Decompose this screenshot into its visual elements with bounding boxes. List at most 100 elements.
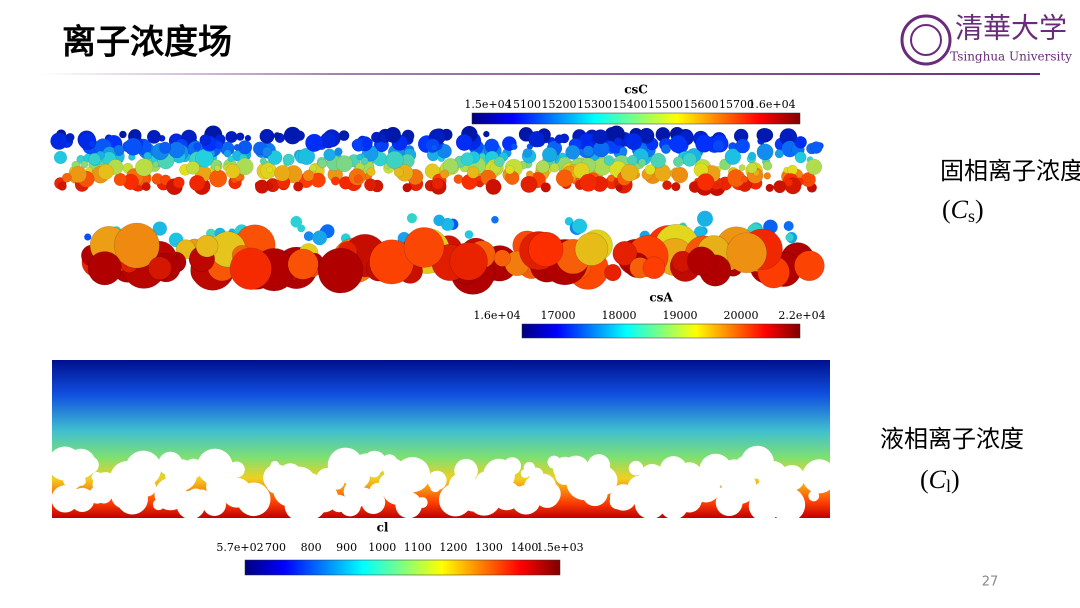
colorbar-tick-label: 1.6e+04 (748, 98, 795, 111)
liquid-particles (47, 445, 837, 522)
particle (384, 126, 402, 143)
colorbar-tick-label: 900 (336, 541, 357, 554)
particle (209, 169, 228, 188)
particle (785, 233, 794, 242)
particle (466, 166, 480, 179)
particle (619, 146, 628, 156)
pore-particle (609, 493, 626, 510)
pore-particle (735, 455, 758, 479)
particle (87, 251, 122, 286)
particle (297, 147, 316, 166)
pore-particle (808, 490, 820, 502)
logo-name: 清華大学 (955, 12, 1067, 45)
particle (282, 153, 295, 166)
colorbar-tick-label: 1.6e+04 (473, 309, 520, 322)
particle (259, 128, 275, 144)
pore-particle (270, 460, 280, 470)
particle (290, 216, 303, 228)
particle (152, 221, 167, 236)
particle (214, 140, 224, 150)
particle (726, 232, 768, 274)
particle (693, 226, 707, 239)
pore-particle (670, 486, 692, 508)
particle (146, 129, 162, 144)
colorbar-tick-label: 17000 (541, 309, 576, 322)
particle (809, 141, 823, 154)
particle (520, 175, 538, 193)
pore-particle (465, 498, 476, 509)
colorbar-tick-label: 1000 (368, 541, 396, 554)
pore-particle (416, 471, 429, 484)
particle (650, 152, 667, 169)
particle (233, 143, 241, 151)
particle (402, 182, 412, 193)
particle (225, 130, 238, 144)
particle (747, 151, 757, 160)
particle (613, 137, 623, 146)
particle (627, 154, 638, 166)
particle (528, 231, 564, 267)
pore-particle (541, 484, 552, 495)
particle (604, 263, 622, 282)
particle (303, 231, 314, 242)
particle (491, 216, 499, 224)
pore-particle (369, 482, 386, 499)
pore-particle (51, 485, 79, 513)
particle (214, 164, 221, 172)
particle (193, 142, 202, 151)
particle (330, 176, 341, 186)
pore-particle (305, 473, 319, 487)
particle (615, 184, 623, 192)
particle (274, 165, 291, 182)
particle (756, 143, 774, 161)
slide-title: 离子浓度场 (62, 23, 232, 63)
particle (554, 134, 565, 144)
particle (364, 178, 377, 192)
particle (549, 162, 560, 173)
particle (442, 158, 459, 174)
particle (783, 221, 794, 231)
particle (254, 179, 270, 194)
particle (686, 246, 717, 276)
colorbar-title: csA (649, 291, 673, 305)
particle (430, 144, 438, 151)
particle (607, 174, 615, 183)
colorbar-tick-label: 18000 (602, 309, 637, 322)
pore-particle (430, 481, 441, 493)
particle (323, 148, 336, 162)
particle (229, 247, 272, 290)
particle (360, 156, 369, 165)
pore-particle (454, 458, 478, 483)
particle (460, 152, 475, 166)
particle (84, 233, 92, 241)
pore-particle (330, 494, 348, 513)
particle (572, 218, 588, 234)
particle (494, 156, 505, 168)
particle (682, 152, 697, 167)
particle (159, 141, 172, 154)
particle (662, 180, 672, 191)
particle (642, 256, 666, 280)
colorbar-tick-label: 2.2e+04 (778, 309, 825, 322)
particle (763, 172, 772, 180)
pore-particle (294, 487, 327, 520)
logo-seal-inner (910, 24, 942, 56)
colorbar (471, 112, 801, 125)
particle (124, 137, 143, 156)
pore-particle (158, 451, 183, 476)
particle (528, 130, 545, 148)
particle (541, 146, 558, 163)
pore-particle (438, 483, 472, 517)
particle (671, 166, 689, 184)
particle (660, 143, 671, 155)
particle (735, 138, 751, 154)
particle (309, 164, 318, 173)
particle (696, 173, 715, 192)
particle (738, 164, 746, 172)
particle (366, 167, 376, 177)
pore-particle (416, 497, 428, 508)
particle (794, 250, 825, 282)
particle (603, 155, 615, 166)
logo-seal (900, 14, 952, 66)
